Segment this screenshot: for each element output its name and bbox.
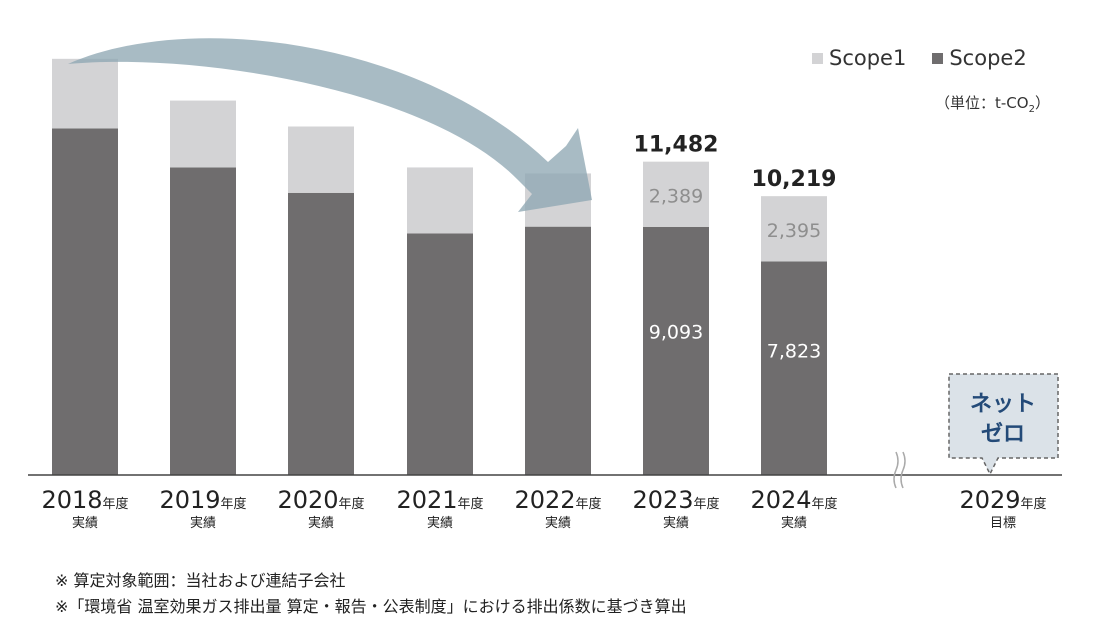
category-suffix-2021: 年度 [458,496,484,512]
footnote-2: ※「環境省 温室効果ガス排出量 算定・報告・公表制度」における排出係数に基づき算… [55,597,687,616]
category-label-2020: 2020年度 [277,486,364,514]
category-year-2023: 2023 [632,486,693,514]
category-year-2021: 2021 [396,486,457,514]
category-sublabel-2021: 実績 [427,515,453,531]
category-year-2019: 2019 [159,486,220,514]
bar-scope2-2023 [643,226,709,475]
category-suffix-2022: 年度 [576,496,602,512]
category-year-2020: 2020 [277,486,338,514]
unit-suffix: ） [1034,94,1050,112]
net-zero-callout [948,373,1059,476]
category-suffix-2019: 年度 [221,496,247,512]
scope2-swatch [932,52,944,64]
bar-scope2-2024 [761,261,827,475]
scope1-label-2023: 2,389 [649,185,703,207]
category-suffix-2018: 年度 [103,496,129,512]
bar-scope1-2024 [761,196,827,262]
category-label-2024: 2024年度 [750,486,837,514]
bar-scope1-2018 [52,58,118,129]
bar-scope2-2019 [170,167,236,476]
category-sublabel-2019: 実績 [190,515,216,531]
scope1-swatch [812,52,823,64]
category-label-2019: 2019年度 [159,486,246,514]
category-label-2029: 2029年度 [959,486,1046,514]
bar-scope1-2023 [643,161,709,227]
category-year-2018: 2018 [41,486,102,514]
scope1-label-2024: 2,395 [767,220,821,242]
category-sublabel-2018: 実績 [72,515,98,531]
net-zero-label-line2: ゼロ [981,422,1025,447]
category-sublabel-2029: 目標 [990,516,1016,531]
category-sublabel-2020: 実績 [308,515,334,531]
unit-subscript: 2 [1028,104,1035,115]
chart-legend: Scope1 Scope2 [812,46,1027,70]
category-suffix-2020: 年度 [339,496,365,512]
reduction-trend-arrow [68,38,592,213]
total-label-2023: 11,482 [634,133,719,158]
bar-scope2-2022 [525,226,591,475]
category-sublabel-2023: 実績 [663,515,689,531]
bar-scope2-2021 [407,233,473,475]
unit-label: （単位：t-CO2） [935,92,1050,115]
category-label-2021: 2021年度 [396,486,483,514]
category-year-2024: 2024 [750,486,811,514]
bar-scope2-2020 [288,192,354,476]
category-year-2022: 2022 [514,486,575,514]
category-label-2022: 2022年度 [514,486,601,514]
footnotes: ※ 算定対象範囲：当社および連結子会社 ※「環境省 温室効果ガス排出量 算定・報… [55,568,687,620]
legend-label-scope2: Scope2 [949,46,1027,70]
scope2-label-2024: 7,823 [767,341,821,363]
bar-scope1-2019 [170,100,236,168]
scope2-label-2023: 9,093 [649,322,703,344]
category-suffix-2023: 年度 [694,496,720,512]
legend-label-scope1: Scope1 [829,46,907,70]
category-suffix-2029: 年度 [1021,496,1047,512]
axis-break-mark-1 [893,451,899,489]
axis-break-mark-2 [900,451,906,489]
bar-scope1-2021 [407,167,473,234]
bar-scope1-2020 [288,126,354,193]
legend-item-scope2: Scope2 [932,46,1027,70]
net-zero-label-line1: ネット [970,392,1036,417]
legend-item-scope1: Scope1 [812,46,906,70]
total-label-2024: 10,219 [752,167,837,192]
category-sublabel-2024: 実績 [781,515,807,531]
category-label-2023: 2023年度 [632,486,719,514]
bar-scope2-2018 [52,128,118,475]
category-sublabel-2022: 実績 [545,515,571,531]
unit-prefix: （単位：t-CO [935,94,1029,112]
category-year-2029: 2029 [959,486,1020,514]
footnote-1: ※ 算定対象範囲：当社および連結子会社 [55,571,346,590]
category-label-2018: 2018年度 [41,486,128,514]
category-suffix-2024: 年度 [812,496,838,512]
